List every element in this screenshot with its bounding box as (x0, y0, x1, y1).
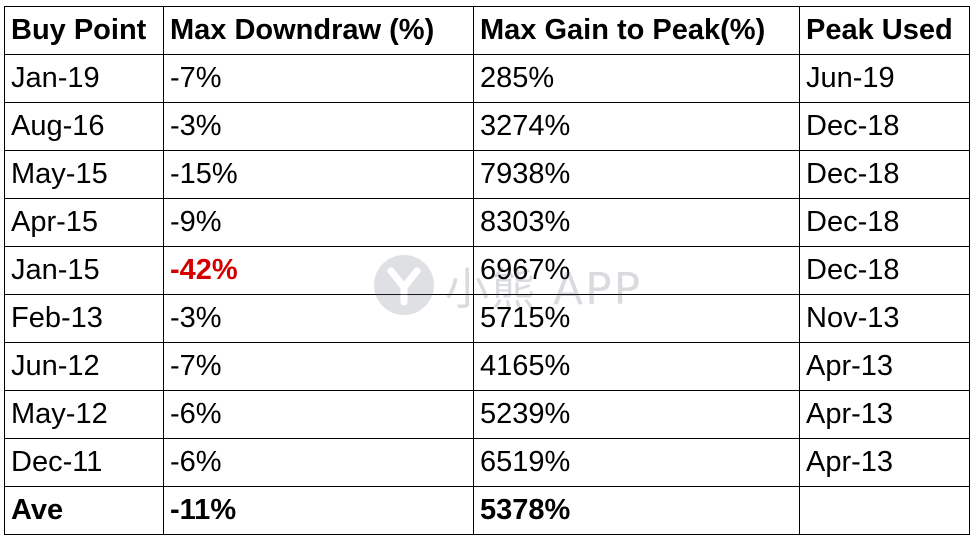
cell-max-downdraw-highlight: -42% (163, 246, 474, 295)
cell-buy-point: Aug-16 (4, 102, 164, 151)
table-row: Dec-11 -6% 6519% Apr-13 (4, 438, 970, 487)
table-row: Jun-12 -7% 4165% Apr-13 (4, 342, 970, 391)
table-row: Aug-16 -3% 3274% Dec-18 (4, 102, 970, 151)
cell-max-gain: 6519% (473, 438, 800, 487)
table-row: Jan-15 -42% 6967% Dec-18 (4, 246, 970, 295)
cell-buy-point: Jan-19 (4, 54, 164, 103)
header-row: Buy Point Max Downdraw (%) Max Gain to P… (4, 6, 970, 55)
total-max-gain: 5378% (473, 486, 800, 535)
cell-buy-point: Feb-13 (4, 294, 164, 343)
total-peak-used (799, 486, 970, 535)
total-max-downdraw: -11% (163, 486, 474, 535)
data-table: Buy Point Max Downdraw (%) Max Gain to P… (4, 6, 970, 535)
table-row: May-12 -6% 5239% Apr-13 (4, 390, 970, 439)
cell-peak-used: Dec-18 (799, 198, 970, 247)
cell-buy-point: Dec-11 (4, 438, 164, 487)
table-row: Feb-13 -3% 5715% Nov-13 (4, 294, 970, 343)
cell-max-downdraw: -7% (163, 54, 474, 103)
cell-peak-used: Dec-18 (799, 246, 970, 295)
header-max-downdraw: Max Downdraw (%) (163, 6, 474, 55)
cell-max-downdraw: -7% (163, 342, 474, 391)
cell-max-downdraw: -15% (163, 150, 474, 199)
cell-peak-used: Nov-13 (799, 294, 970, 343)
total-row: Ave -11% 5378% (4, 486, 970, 535)
cell-max-gain: 285% (473, 54, 800, 103)
cell-max-gain: 8303% (473, 198, 800, 247)
total-label: Ave (4, 486, 164, 535)
cell-peak-used: Apr-13 (799, 438, 970, 487)
cell-buy-point: May-12 (4, 390, 164, 439)
cell-max-downdraw: -3% (163, 102, 474, 151)
cell-max-gain: 3274% (473, 102, 800, 151)
cell-max-downdraw: -3% (163, 294, 474, 343)
cell-peak-used: Dec-18 (799, 102, 970, 151)
cell-peak-used: Apr-13 (799, 390, 970, 439)
cell-max-downdraw: -9% (163, 198, 474, 247)
cell-buy-point: Apr-15 (4, 198, 164, 247)
cell-max-gain: 7938% (473, 150, 800, 199)
cell-peak-used: Dec-18 (799, 150, 970, 199)
table-row: Apr-15 -9% 8303% Dec-18 (4, 198, 970, 247)
cell-buy-point: May-15 (4, 150, 164, 199)
table-row: Jan-19 -7% 285% Jun-19 (4, 54, 970, 103)
cell-max-gain: 5715% (473, 294, 800, 343)
cell-max-gain: 4165% (473, 342, 800, 391)
cell-peak-used: Apr-13 (799, 342, 970, 391)
header-buy-point: Buy Point (4, 6, 164, 55)
cell-buy-point: Jun-12 (4, 342, 164, 391)
header-peak-used: Peak Used (799, 6, 970, 55)
header-max-gain: Max Gain to Peak(%) (473, 6, 800, 55)
cell-max-downdraw: -6% (163, 390, 474, 439)
cell-buy-point: Jan-15 (4, 246, 164, 295)
cell-max-downdraw: -6% (163, 438, 474, 487)
cell-max-gain: 5239% (473, 390, 800, 439)
table-row: May-15 -15% 7938% Dec-18 (4, 150, 970, 199)
cell-peak-used: Jun-19 (799, 54, 970, 103)
cell-max-gain: 6967% (473, 246, 800, 295)
